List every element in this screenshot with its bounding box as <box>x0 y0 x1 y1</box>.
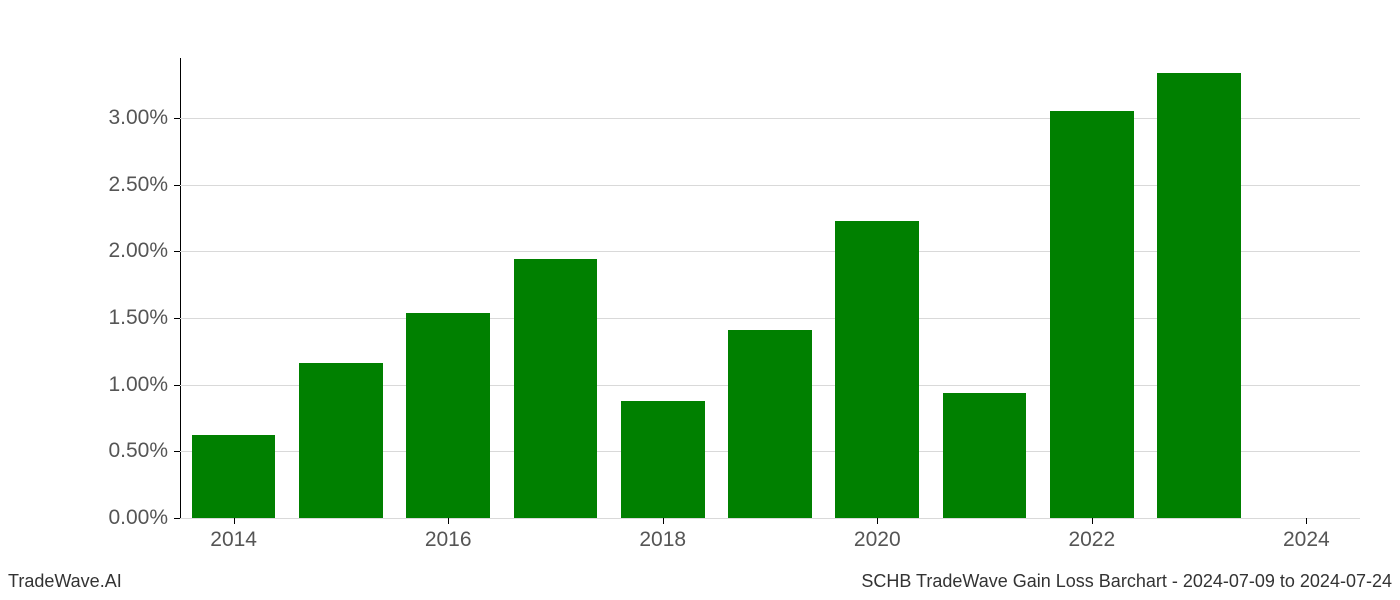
bar <box>299 363 383 518</box>
y-tick-mark <box>174 318 180 319</box>
x-tick-mark <box>1092 518 1093 524</box>
y-tick-mark <box>174 385 180 386</box>
x-tick-label: 2016 <box>425 528 472 552</box>
footer-right-text: SCHB TradeWave Gain Loss Barchart - 2024… <box>861 571 1392 592</box>
y-tick-label: 0.50% <box>0 439 168 463</box>
bar <box>514 259 598 518</box>
bar-chart: TradeWave.AI SCHB TradeWave Gain Loss Ba… <box>0 0 1400 600</box>
bar <box>192 435 276 518</box>
y-tick-label: 2.50% <box>0 173 168 197</box>
y-tick-label: 2.00% <box>0 239 168 263</box>
y-tick-mark <box>174 185 180 186</box>
y-tick-mark <box>174 251 180 252</box>
y-tick-label: 0.00% <box>0 506 168 530</box>
x-tick-mark <box>1306 518 1307 524</box>
y-tick-label: 1.50% <box>0 306 168 330</box>
bar <box>621 401 705 518</box>
x-tick-label: 2022 <box>1068 528 1115 552</box>
y-tick-mark <box>174 518 180 519</box>
bar <box>943 393 1027 518</box>
y-grid-line <box>180 518 1360 519</box>
x-tick-mark <box>663 518 664 524</box>
bar <box>1157 73 1241 518</box>
y-tick-mark <box>174 451 180 452</box>
y-axis-line <box>180 58 181 518</box>
y-tick-label: 1.00% <box>0 373 168 397</box>
x-tick-label: 2014 <box>210 528 257 552</box>
x-tick-mark <box>448 518 449 524</box>
x-tick-mark <box>234 518 235 524</box>
bar <box>835 221 919 518</box>
y-tick-mark <box>174 118 180 119</box>
x-tick-label: 2018 <box>639 528 686 552</box>
x-tick-mark <box>877 518 878 524</box>
footer-left-text: TradeWave.AI <box>8 571 122 592</box>
bar <box>728 330 812 518</box>
bar <box>406 313 490 518</box>
x-tick-label: 2024 <box>1283 528 1330 552</box>
x-tick-label: 2020 <box>854 528 901 552</box>
y-tick-label: 3.00% <box>0 106 168 130</box>
bar <box>1050 111 1134 518</box>
